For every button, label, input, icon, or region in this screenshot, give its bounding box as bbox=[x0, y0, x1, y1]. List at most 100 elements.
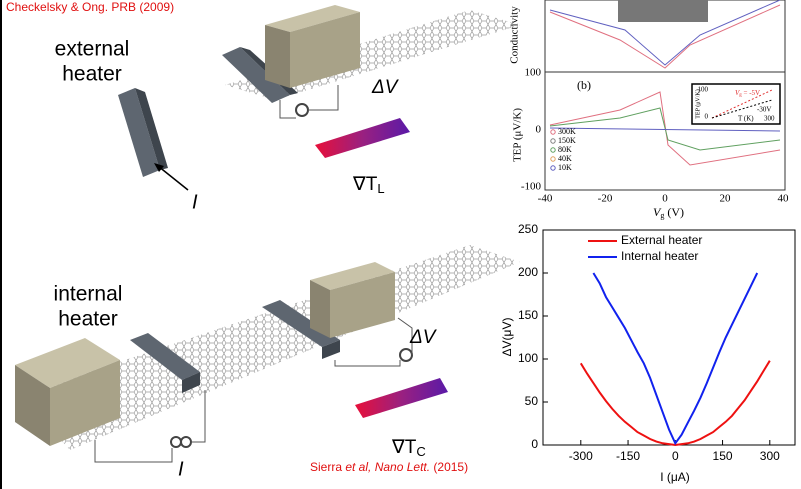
tick-label: 100 bbox=[525, 67, 542, 79]
figure-curve bbox=[549, 91, 781, 166]
y-tick-label: 100 bbox=[518, 351, 538, 365]
heater-block bbox=[15, 365, 50, 446]
axis-label-symbol: V bbox=[653, 205, 662, 219]
citation-year: (2015) bbox=[430, 460, 468, 474]
tick-label: -20 bbox=[598, 193, 613, 205]
diagram-label: heater bbox=[58, 308, 118, 331]
axis-label-unit: (V) bbox=[664, 205, 684, 219]
inset-annotation: -30V bbox=[757, 106, 771, 114]
wire bbox=[334, 360, 401, 367]
electrode bbox=[322, 340, 340, 359]
x-tick-label: -300 bbox=[569, 449, 593, 463]
wire bbox=[279, 100, 296, 119]
gradient-label: ∇TL bbox=[352, 174, 385, 196]
figure-curve bbox=[549, 4, 781, 69]
axis-label: Conductivity bbox=[509, 6, 521, 64]
inset-annotation-subscript: g bbox=[739, 93, 742, 98]
gradient-symbol: ∇T bbox=[391, 437, 417, 458]
voltage-label: ΔV bbox=[371, 77, 400, 98]
diagram-label: heater bbox=[62, 63, 122, 86]
heater bbox=[135, 88, 168, 170]
citation: Sierra et al, Nano Lett. (2015) bbox=[310, 460, 468, 474]
figure-curve bbox=[549, 107, 781, 151]
source bbox=[180, 436, 192, 448]
plot-frame bbox=[542, 229, 796, 446]
x-tick-label: 300 bbox=[760, 449, 780, 463]
gradient-label: ∇TC bbox=[391, 437, 426, 459]
legend-label: 10K bbox=[558, 163, 572, 172]
tick-label: 0 bbox=[662, 193, 668, 205]
legend-label: 150K bbox=[558, 136, 576, 145]
inset-annotation-symbol: V bbox=[735, 89, 740, 97]
tick-label: 20 bbox=[720, 193, 732, 205]
diagram-label: external bbox=[55, 38, 130, 61]
heater bbox=[118, 88, 160, 177]
figure-photo bbox=[618, 0, 708, 22]
internal-heater-diagram: internal heater I ΔV ∇TC Sierra et al, N… bbox=[15, 245, 520, 480]
series-line bbox=[579, 360, 771, 447]
inset-curve bbox=[711, 89, 773, 119]
inset-label: TEP (μV/K) bbox=[694, 89, 701, 119]
wire bbox=[94, 440, 173, 463]
inset-tick: 100 bbox=[698, 86, 709, 94]
legend-marker bbox=[550, 129, 556, 135]
electrode bbox=[262, 300, 340, 347]
inset-tick: 300 bbox=[764, 115, 775, 123]
y-tick-label: 150 bbox=[518, 308, 538, 322]
paper-figure: Conductivity (b) TEP (μV/K) 100 0 -100 -… bbox=[509, 0, 789, 220]
inset-curve bbox=[711, 99, 773, 119]
axis-label: TEP (μV/K) bbox=[512, 108, 524, 162]
electrode bbox=[310, 262, 395, 290]
y-tick-label: 200 bbox=[518, 265, 538, 279]
inset-frame bbox=[691, 83, 781, 125]
axis-label: Vg (V) bbox=[653, 205, 684, 220]
x-tick-label: 0 bbox=[672, 449, 679, 463]
voltmeter bbox=[399, 348, 413, 362]
y-tick-label: 250 bbox=[518, 222, 538, 236]
voltage-label: ΔV bbox=[409, 327, 438, 348]
gradient-subscript: L bbox=[377, 181, 384, 196]
x-axis-label: I (μA) bbox=[660, 470, 690, 484]
series-line bbox=[592, 272, 759, 446]
tick-label: 0 bbox=[536, 124, 542, 136]
legend-label: Internal heater bbox=[621, 249, 698, 263]
legend-label: 80K bbox=[558, 145, 572, 154]
legend-label: 40K bbox=[558, 154, 572, 163]
y-tick-label: 50 bbox=[525, 394, 539, 408]
legend-marker bbox=[550, 138, 556, 144]
citation-authors: Sierra bbox=[310, 460, 345, 474]
y-axis-label: ΔV(μV) bbox=[500, 318, 514, 357]
electrode bbox=[265, 5, 360, 32]
electrode bbox=[290, 12, 360, 88]
electrode bbox=[222, 47, 290, 103]
current-label: I bbox=[192, 191, 198, 213]
legend-marker bbox=[550, 156, 556, 162]
citation: Checkelsky & Ong. PRB (2009) bbox=[6, 0, 174, 14]
y-tick-label: 0 bbox=[531, 437, 538, 451]
gradient-symbol: ∇T bbox=[352, 174, 378, 195]
electrode bbox=[310, 280, 330, 338]
gradient-bar bbox=[355, 378, 448, 418]
x-tick-label: -150 bbox=[616, 449, 640, 463]
legend-marker bbox=[550, 147, 556, 153]
heater-block bbox=[15, 338, 120, 388]
citation-journal: et al, Nano Lett. bbox=[345, 460, 430, 474]
chart: I (μA) ΔV(μV) 0 50 100 150 200 250 -300 -150 0 15… bbox=[500, 222, 796, 484]
legend-label: 300K bbox=[558, 127, 576, 136]
inset-annotation: Vg = -5V bbox=[735, 89, 760, 99]
gradient-bar bbox=[315, 118, 410, 158]
external-heater-diagram: Checkelsky & Ong. PRB (2009) external he… bbox=[6, 0, 520, 213]
panel-label: (b) bbox=[577, 78, 591, 92]
tick-label: -40 bbox=[538, 193, 553, 205]
legend-marker bbox=[550, 165, 556, 171]
voltmeter bbox=[295, 103, 309, 117]
inset-tick: 0 bbox=[705, 113, 709, 121]
x-tick-label: 150 bbox=[713, 449, 733, 463]
electrode bbox=[265, 25, 290, 88]
electrode bbox=[182, 372, 200, 393]
tick-label: 40 bbox=[778, 193, 790, 205]
electrode bbox=[130, 333, 200, 380]
figure-curve bbox=[549, 0, 781, 66]
